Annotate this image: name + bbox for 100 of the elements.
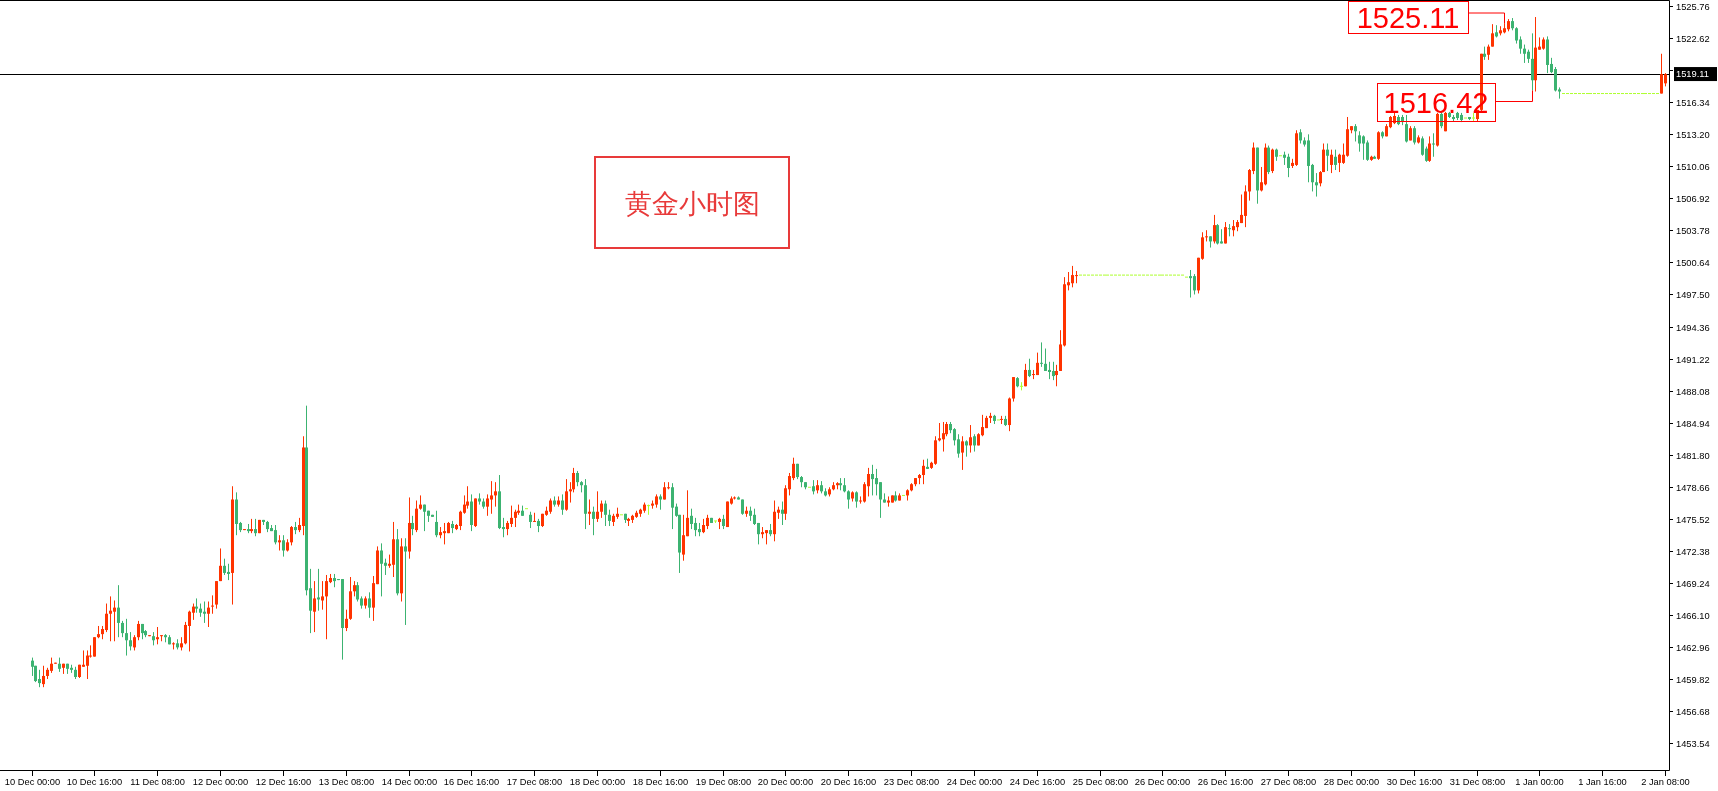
candlestick (368, 591, 371, 619)
x-tick-label: 12 Dec 00:00 (192, 777, 249, 787)
y-tick-label: 1497.50 (1676, 289, 1710, 300)
candlestick (404, 537, 407, 626)
x-tick-label: 10 Dec 00:00 (4, 777, 61, 787)
candlestick (1240, 194, 1243, 224)
candlestick (290, 525, 293, 546)
annotation: 1525.11 (1348, 1, 1505, 34)
candlestick (1405, 114, 1408, 143)
candlestick (380, 542, 383, 597)
candlestick (435, 510, 438, 538)
y-tick-label: 1522.62 (1676, 33, 1710, 44)
y-tick-label: 1472.38 (1676, 546, 1710, 557)
candlestick (415, 500, 418, 533)
candlestick (938, 422, 941, 442)
y-tick-label: 1500.64 (1676, 257, 1710, 268)
x-tick-label: 19 Dec 08:00 (695, 777, 752, 787)
candlestick (113, 599, 116, 642)
candlestick (195, 597, 198, 614)
y-tick-label: 1525.76 (1676, 1, 1710, 12)
x-tick-label: 14 Dec 00:00 (381, 777, 438, 787)
candlestick (203, 601, 206, 624)
candlestick (922, 459, 925, 485)
candlestick (1040, 341, 1043, 368)
candlestick (969, 424, 972, 454)
candlestick (1028, 358, 1031, 378)
candlestick (1044, 348, 1047, 372)
y-tick-label: 1516.34 (1676, 97, 1710, 108)
candlestick (1432, 132, 1435, 158)
candlestick (321, 580, 324, 611)
y-tick-label: 1469.24 (1676, 578, 1710, 589)
candlestick (1055, 364, 1058, 387)
candlestick (871, 464, 874, 496)
candlestick (443, 522, 446, 545)
candlestick (1338, 153, 1341, 173)
candlestick (934, 435, 937, 466)
y-tick-label: 1510.06 (1676, 161, 1710, 172)
candlestick (278, 534, 281, 551)
x-tick-label: 24 Dec 00:00 (946, 777, 1003, 787)
y-tick-label: 1494.36 (1676, 322, 1710, 333)
candlestick (1413, 125, 1416, 146)
candlestick (1315, 172, 1318, 198)
candlestick (847, 489, 850, 510)
candlestick (86, 649, 89, 680)
y-tick-label: 1462.96 (1676, 642, 1710, 653)
candlestick (690, 508, 693, 530)
candlestick (1531, 32, 1534, 91)
candlestick (188, 610, 191, 652)
candlestick (957, 433, 960, 459)
candlestick (561, 493, 564, 516)
x-tick-label: 20 Dec 16:00 (820, 777, 877, 787)
x-tick-label: 13 Dec 08:00 (318, 777, 375, 787)
candlestick (714, 520, 717, 524)
x-tick-label: 23 Dec 08:00 (883, 777, 940, 787)
y-tick-label: 1513.20 (1676, 129, 1710, 140)
candlestick (490, 480, 493, 515)
candlestick (1193, 273, 1196, 295)
y-tick-label: 1456.68 (1676, 706, 1710, 717)
candlestick (694, 517, 697, 537)
candlestick (592, 506, 595, 536)
y-tick-label: 1478.66 (1676, 482, 1710, 493)
candlestick (1075, 270, 1078, 284)
candlestick (1330, 149, 1333, 174)
candlestick (565, 478, 568, 512)
x-tick-label: 16 Dec 16:00 (443, 777, 500, 787)
x-tick-label: 18 Dec 00:00 (569, 777, 626, 787)
candlestick (1554, 66, 1557, 92)
x-tick-label: 1 Jan 00:00 (1515, 777, 1564, 787)
y-tick-label: 1453.54 (1676, 738, 1710, 749)
candlestick (423, 504, 426, 532)
candlestick (1326, 143, 1329, 172)
y-tick-label: 1459.82 (1676, 674, 1710, 685)
x-tick-label: 18 Dec 16:00 (632, 777, 689, 787)
candlestick (274, 524, 277, 545)
candlestick (117, 584, 120, 638)
x-tick-label: 11 Dec 08:00 (130, 777, 185, 787)
candlestick (31, 657, 34, 677)
x-tick-label: 24 Dec 16:00 (1009, 777, 1066, 787)
candlestick (1271, 148, 1274, 174)
y-tick-label: 1466.10 (1676, 610, 1710, 621)
candlestick (671, 482, 674, 530)
candlestick (317, 568, 320, 612)
ref-line-label: 1519.11 (1676, 69, 1709, 80)
candlestick (137, 620, 140, 641)
candlestick (1228, 223, 1231, 237)
y-tick-label: 1488.08 (1676, 386, 1710, 397)
candlestick (345, 609, 348, 632)
x-tick-label: 26 Dec 16:00 (1197, 777, 1254, 787)
candlestick (596, 490, 599, 523)
candlestick (494, 481, 497, 508)
candlestick (773, 500, 776, 542)
candlestick (411, 515, 414, 536)
candlestick (1216, 223, 1219, 245)
candlestick (215, 580, 218, 610)
candlestick (282, 534, 285, 558)
x-tick-label: 1 Jan 16:00 (1578, 777, 1627, 787)
candlestick (961, 435, 964, 471)
y-tick-label: 1506.92 (1676, 193, 1710, 204)
y-tick-label: 1475.52 (1676, 514, 1710, 525)
candlestick (207, 601, 210, 628)
